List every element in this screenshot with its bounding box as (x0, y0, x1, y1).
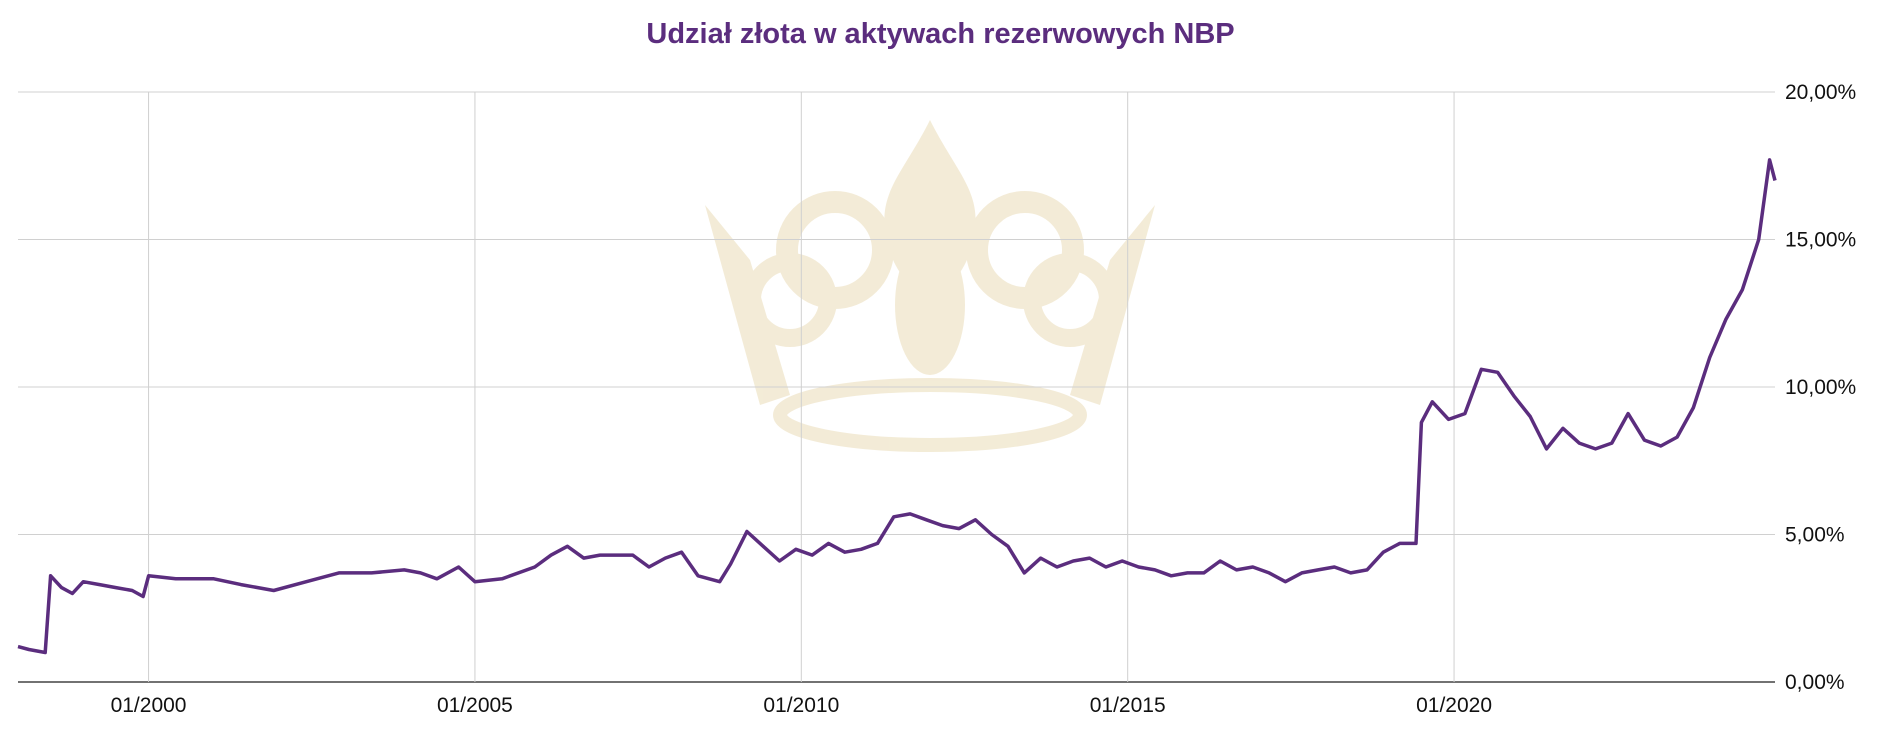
x-tick-label: 01/2005 (437, 694, 513, 717)
y-tick-label: 5,00% (1785, 524, 1845, 547)
x-tick-label: 01/2000 (111, 694, 187, 717)
y-tick-label: 15,00% (1785, 229, 1856, 252)
y-tick-label: 10,00% (1785, 376, 1856, 399)
x-tick-label: 01/2015 (1090, 694, 1166, 717)
crown-watermark-logo (705, 120, 1155, 452)
x-tick-label: 01/2020 (1416, 694, 1492, 717)
chart-title: Udział złota w aktywach rezerwowych NBP (646, 18, 1235, 50)
x-tick-label: 01/2010 (763, 694, 839, 717)
y-tick-label: 20,00% (1785, 81, 1856, 104)
series-line (17, 158, 1777, 655)
y-tick-label: 0,00% (1785, 671, 1845, 694)
